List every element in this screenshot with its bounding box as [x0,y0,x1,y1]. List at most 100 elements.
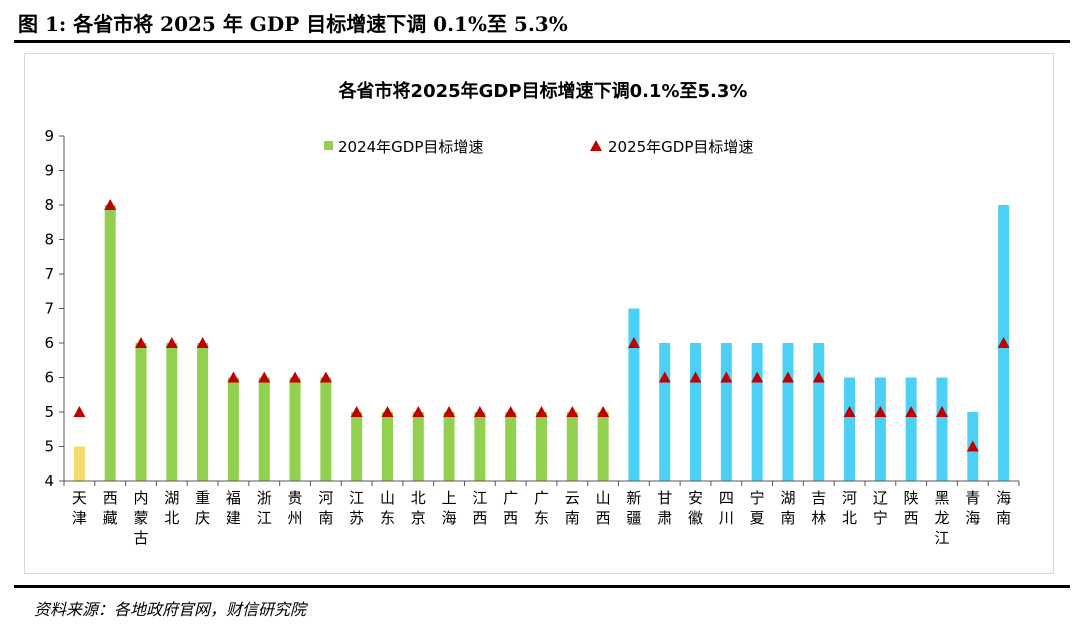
x-tick-label: 陕西 [904,489,919,527]
bar-2024 [443,412,455,481]
bar-2024 [936,377,948,481]
legend-swatch-2024 [324,141,333,150]
marker-2025 [319,371,332,383]
bar-2024 [905,377,917,481]
x-tick-label: 甘肃 [657,489,672,527]
marker-2025 [196,337,209,348]
y-tick-label: 6 [44,334,54,352]
x-tick-label: 广西 [503,489,518,527]
y-tick-label: 9 [44,162,54,180]
x-tick-label: 西藏 [103,489,118,527]
marker-2025 [104,199,117,210]
bar-2024 [813,343,825,481]
marker-2025 [258,371,271,383]
bar-2024 [73,446,85,481]
y-tick-label: 7 [44,265,54,283]
x-tick-label: 吉林 [811,489,826,527]
y-axis: 4 5 5 6 6 7 7 8 8 9 9 [44,127,65,490]
x-tick-label: 贵州 [288,489,303,527]
marker-2025 [227,371,240,383]
y-tick-label: 4 [44,472,54,490]
bar-2024 [566,412,578,481]
y-tick-label: 5 [44,438,54,456]
x-tick-label: 新疆 [626,489,641,527]
marker-2025 [566,406,579,417]
top-rule [14,40,1070,43]
marker-2025 [935,406,948,417]
y-tick-label: 7 [44,300,54,318]
bar-2024 [659,343,671,481]
bar-2024 [874,377,886,481]
x-tick-label: 河北 [842,489,857,527]
bar-series-2024 [73,205,1010,481]
marker-2025 [350,406,363,417]
bar-2024 [505,412,517,481]
figure-title: 图 1: 各省市将 2025 年 GDP 目标增速下调 0.1%至 5.3% [18,12,568,36]
marker-2025 [689,371,702,383]
marker-2025 [812,371,825,383]
bar-2024 [258,377,270,481]
x-tick-label: 山西 [596,489,611,527]
marker-2025 [473,406,486,417]
bar-2024 [690,343,702,481]
bar-2024 [751,343,763,481]
legend-label-2025: 2025年GDP目标增速 [608,138,753,156]
marker-2025 [905,406,918,417]
y-tick-label: 8 [44,231,54,249]
bar-2024 [227,377,239,481]
bar-2024 [197,343,209,481]
bar-2024 [536,412,547,481]
y-tick-label: 9 [44,127,54,145]
source-note: 资料来源：各地政府官网，财信研究院 [34,600,307,619]
bar-2024 [351,412,363,481]
x-tick-label: 宁夏 [750,489,765,527]
marker-2025 [504,406,517,417]
x-tick-label: 黑龙江 [934,489,949,547]
bar-2024 [320,377,332,481]
legend-marker-2025 [590,140,602,151]
marker-2025 [73,406,86,417]
bar-2024 [104,205,116,481]
marker-series-2025 [73,199,1010,452]
x-tick-label: 上海 [442,489,457,527]
bar-2024 [597,412,609,481]
marker-2025 [997,337,1010,348]
chart-legend: 2024年GDP目标增速 2025年GDP目标增速 [324,138,753,156]
bar-2024 [135,343,147,481]
bar-2024 [844,377,856,481]
marker-2025 [597,406,610,417]
marker-2025 [135,337,148,348]
legend-label-2024: 2024年GDP目标增速 [338,138,483,156]
marker-2025 [381,406,394,417]
x-tick-label: 内蒙古 [134,489,149,547]
bar-2024 [628,308,640,481]
x-tick-label: 河南 [318,489,333,527]
y-tick-label: 5 [44,403,54,421]
bar-2024 [782,343,794,481]
marker-2025 [720,371,733,383]
chart-frame: 各省市将2025年GDP目标增速下调0.1%至5.3% 2024年GDP目标增速… [24,53,1054,574]
marker-2025 [658,371,671,383]
marker-2025 [874,406,887,417]
gdp-target-chart: 各省市将2025年GDP目标增速下调0.1%至5.3% 2024年GDP目标增速… [44,80,1020,547]
x-tick-label: 安徽 [688,489,703,527]
x-tick-label: 江苏 [349,489,364,527]
x-tick-label: 辽宁 [873,489,888,527]
x-tick-label: 海南 [996,489,1011,527]
y-tick-label: 8 [44,196,54,214]
x-tick-label: 湖南 [780,489,795,527]
y-tick-label: 6 [44,369,54,387]
x-tick-label: 湖北 [164,489,179,527]
x-tick-label: 重庆 [195,489,210,527]
bar-2024 [166,343,178,481]
bar-2024 [381,412,393,481]
bar-2024 [412,412,424,481]
marker-2025 [289,371,302,383]
x-tick-label: 福建 [226,489,241,527]
x-tick-label: 四川 [719,489,734,527]
x-tick-label: 青海 [965,489,980,527]
x-tick-label: 天津 [72,489,87,527]
bar-2024 [720,343,732,481]
marker-2025 [843,406,856,417]
marker-2025 [535,406,548,417]
